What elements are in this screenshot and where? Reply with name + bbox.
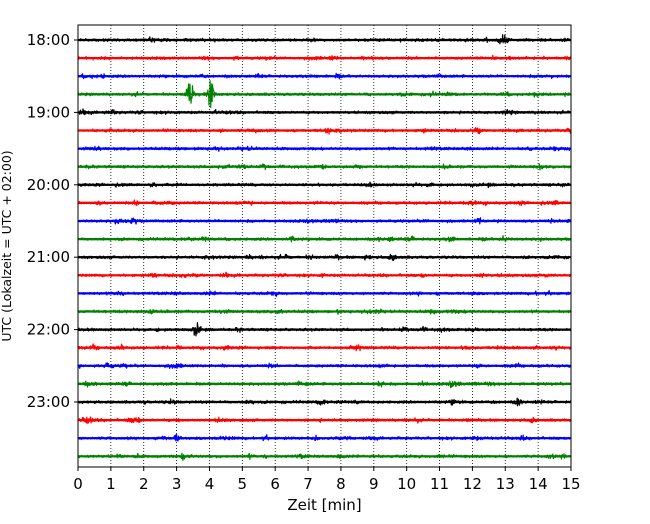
x-axis-ticks: 0 1 2 3 4 5 6 7 8 9 10 11 12 13 14 15 <box>73 467 581 493</box>
x-tick-label: 6 <box>270 475 280 493</box>
x-tick-label: 7 <box>303 475 313 493</box>
x-tick-label: 12 <box>463 475 482 493</box>
x-tick-label: 4 <box>205 475 215 493</box>
y-axis-ticks: 18:00 19:00 20:00 21:00 22:00 23:00 <box>27 31 78 411</box>
x-tick-label: 10 <box>397 475 416 493</box>
x-axis-label: Zeit [min] <box>287 496 361 514</box>
y-tick-label: 22:00 <box>27 321 70 339</box>
x-tick-label: 13 <box>496 475 515 493</box>
x-tick-label: 9 <box>369 475 379 493</box>
x-tick-label: 15 <box>561 475 580 493</box>
y-tick-label: 18:00 <box>27 31 70 49</box>
trace-layer <box>77 34 572 461</box>
x-tick-label: 1 <box>106 475 116 493</box>
y-tick-label: 19:00 <box>27 103 70 121</box>
y-tick-label: 20:00 <box>27 176 70 194</box>
plot-frame <box>77 24 572 468</box>
x-tick-label: 5 <box>238 475 248 493</box>
y-axis-label: UTC (Lokalzeit = UTC + 02:00) <box>0 150 14 341</box>
x-tick-label: 8 <box>336 475 346 493</box>
x-tick-label: 3 <box>172 475 182 493</box>
x-tick-label: 11 <box>430 475 449 493</box>
x-tick-label: 2 <box>139 475 149 493</box>
y-tick-label: 21:00 <box>27 248 70 266</box>
x-tick-label: 14 <box>529 475 548 493</box>
x-tick-label: 0 <box>73 475 83 493</box>
y-tick-label: 23:00 <box>27 393 70 411</box>
